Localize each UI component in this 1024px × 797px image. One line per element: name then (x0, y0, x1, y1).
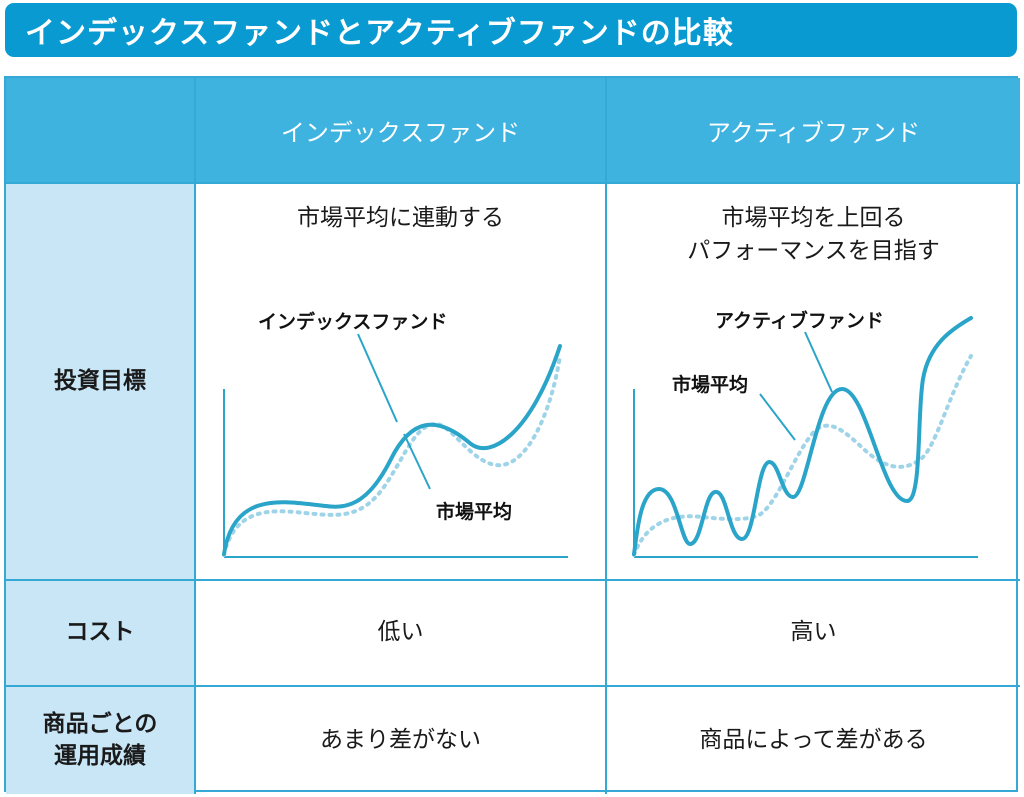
index-fund-diagram: インデックスファンド 市場平均 (222, 310, 568, 558)
active-fund-fund-leader-line (804, 331, 833, 393)
row-header-performance-line2: 運用成績 (54, 742, 146, 769)
index-fund-cost-cell: 低い (196, 581, 607, 687)
active-fund-market-leader-line (759, 393, 796, 441)
active-fund-fund-label: アクティブファンド (715, 309, 884, 332)
index-fund-performance-cell: あまり差がない (196, 687, 607, 794)
row-header-goal: 投資目標 (6, 184, 196, 581)
index-fund-market-label: 市場平均 (436, 500, 512, 523)
active-fund-cost-cell: 高い (607, 581, 1020, 687)
active-fund-goal-cell: 市場平均を上回る パフォーマンスを目指す アクティブファンド 市場平均 (607, 184, 1020, 581)
row-header-performance: 商品ごとの 運用成績 (6, 687, 196, 794)
row-header-cost: コスト (6, 581, 196, 687)
index-fund-goal-caption: 市場平均に連動する (297, 205, 504, 231)
active-fund-diagram: アクティブファンド 市場平均 (632, 309, 978, 558)
comparison-table: インデックスファンド アクティブファンド 投資目標 市場平均に連動する インデッ… (4, 76, 1020, 794)
row-header-performance-line1: 商品ごとの (42, 711, 158, 738)
table-corner-cell (6, 78, 196, 184)
index-fund-market-line (222, 354, 562, 557)
index-fund-fund-line (222, 344, 562, 556)
index-fund-fund-leader-line (357, 333, 398, 423)
active-fund-fund-line (632, 316, 973, 556)
active-fund-market-line (632, 354, 973, 557)
page-title: インデックスファンドとアクティブファンドの比較 (5, 3, 1017, 57)
index-fund-market-leader-line (403, 433, 431, 490)
active-fund-goal-caption-line2: パフォーマンスを目指す (687, 238, 940, 265)
column-header-active-fund: アクティブファンド (607, 78, 1020, 184)
active-fund-market-label: 市場平均 (672, 373, 748, 396)
active-fund-performance-cell: 商品によって差がある (699, 726, 928, 753)
index-fund-goal-cell: 市場平均に連動する インデックスファンド 市場平均 (196, 184, 607, 581)
index-fund-fund-label: インデックスファンド (258, 310, 447, 333)
active-fund-goal-caption-line1: 市場平均を上回る (721, 205, 906, 231)
column-header-index-fund: インデックスファンド (196, 78, 607, 184)
active-fund-goal-caption: 市場平均を上回る パフォーマンスを目指す (607, 202, 1020, 269)
